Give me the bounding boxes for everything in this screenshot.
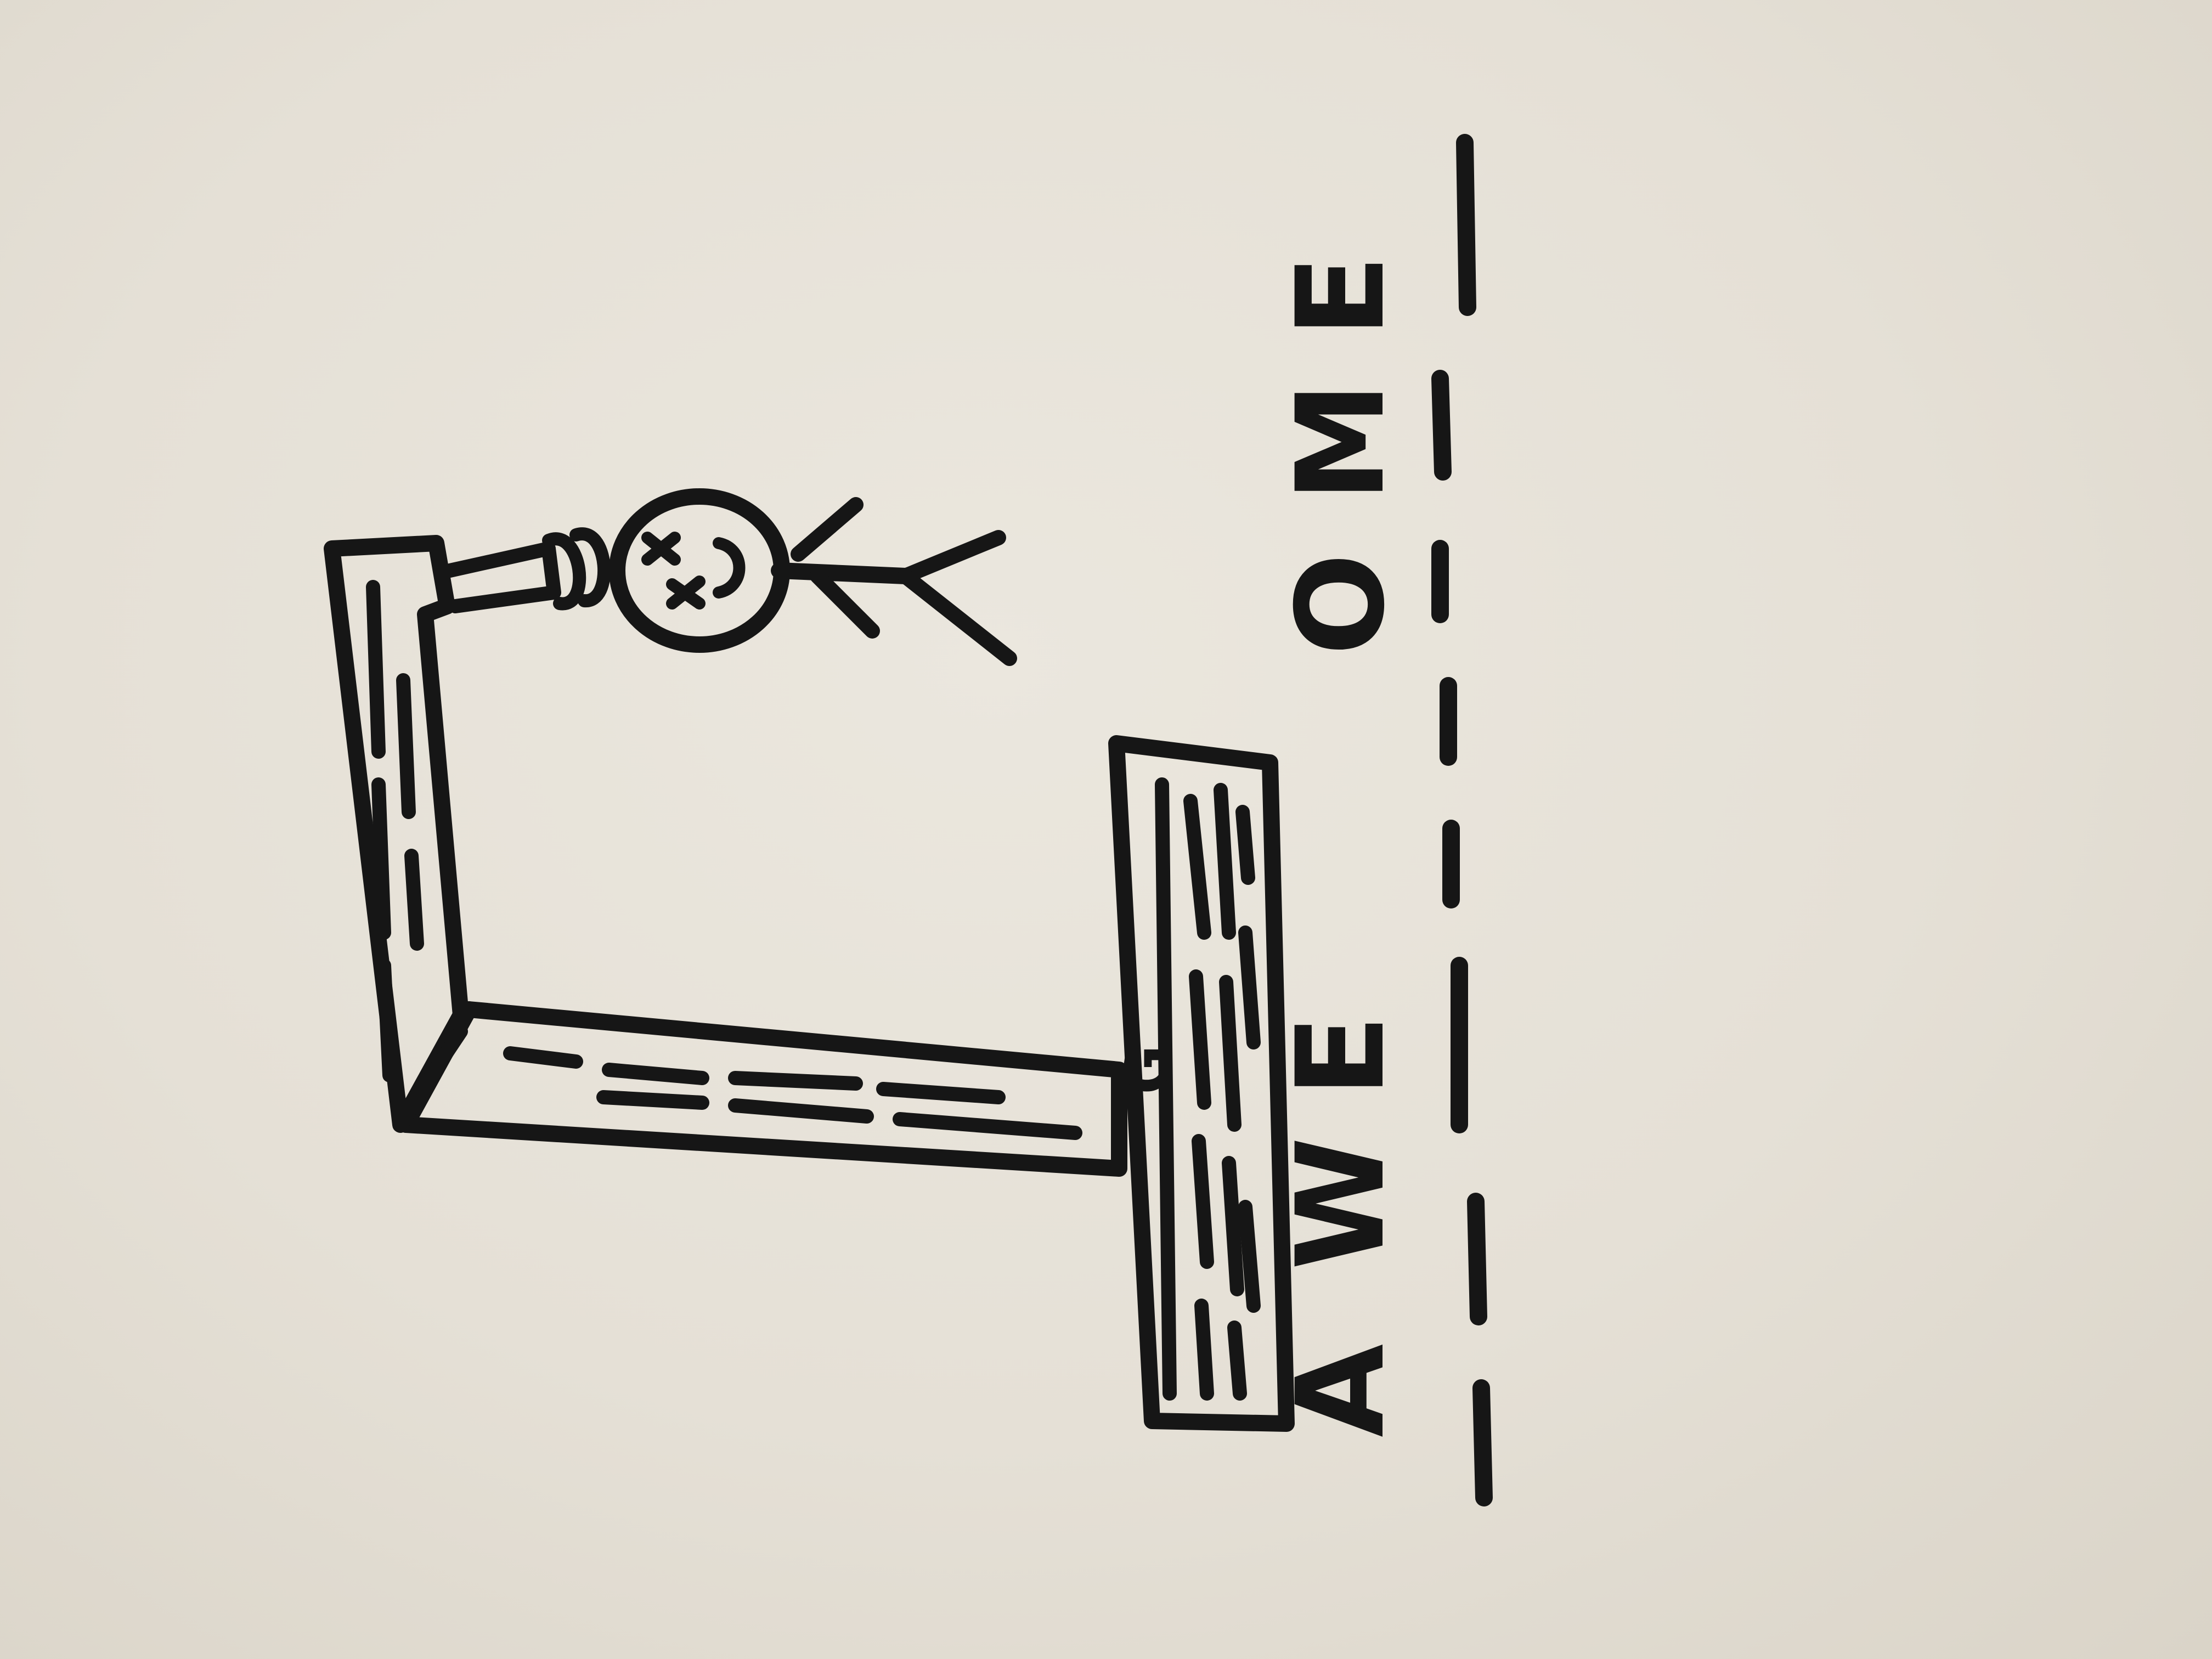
- hangman-head: [609, 488, 790, 653]
- blank-line: [1472, 1379, 1493, 1506]
- word-letter: W: [1271, 1137, 1411, 1270]
- word-letters: A W E O M E: [1271, 255, 1411, 1437]
- blank-line: [1456, 134, 1476, 316]
- word-blanks: [1431, 134, 1493, 1506]
- word-letter: E: [1271, 255, 1411, 337]
- word-letter: A: [1271, 1344, 1411, 1437]
- gallows-beam: [324, 535, 469, 1133]
- hangman-body: [771, 497, 1017, 666]
- blank-line: [1431, 370, 1452, 481]
- gallows-post: [398, 1001, 1127, 1177]
- word-letter: O: [1271, 553, 1411, 656]
- word-letter: M: [1271, 382, 1411, 502]
- word-letter: E: [1271, 1015, 1411, 1097]
- gallows-base: [1108, 735, 1295, 1432]
- blank-line: [1467, 1193, 1487, 1325]
- rope: [443, 527, 611, 613]
- guessed-letter: G: [1113, 1045, 1183, 1094]
